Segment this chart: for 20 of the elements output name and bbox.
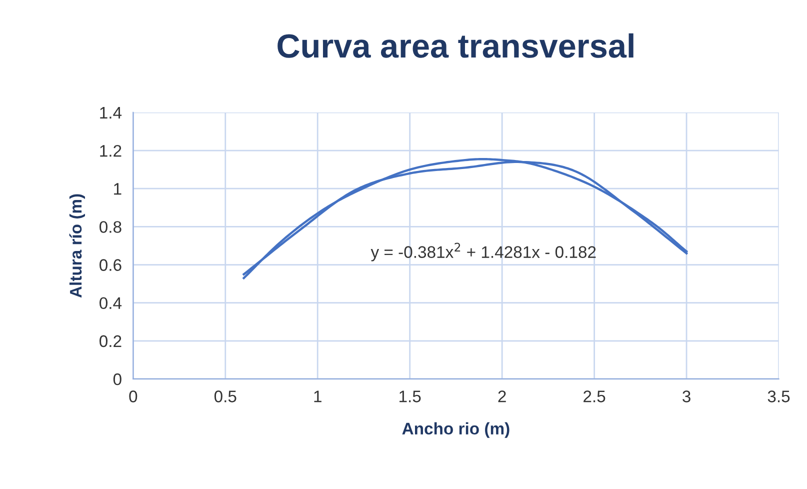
y-tick-label: 0.4 [100,297,122,310]
x-tick-label: 2.5 [584,390,606,402]
x-tick-label: 1 [314,390,322,402]
x-tick-label: 3 [682,390,690,402]
y-tick-label: 0 [113,373,122,386]
y-tick-label: 0.8 [100,221,122,233]
y-tick-label: 1 [114,183,122,195]
x-axis-title: Ancho rio (m) [402,422,510,438]
x-tick-label: 3.5 [768,390,790,402]
x-tick-label: 0.5 [214,390,236,402]
y-tick-label: 0.6 [100,259,122,271]
annotation: y = -0.381x$^{2}$ + 1.4281x - 0.182 [370,242,596,262]
chart-title: Curva area transversal [278,33,634,58]
x-tick-label: 0 [129,390,138,402]
x-tick-label: 2 [498,390,506,402]
x-tick-label: 1.5 [400,390,421,402]
y-tick-label: 1.2 [100,144,122,157]
y-tick-label: 0.2 [100,335,122,348]
y-tick-label: 1.4 [100,107,122,119]
y-axis-title: Altura río (m) [69,194,85,298]
